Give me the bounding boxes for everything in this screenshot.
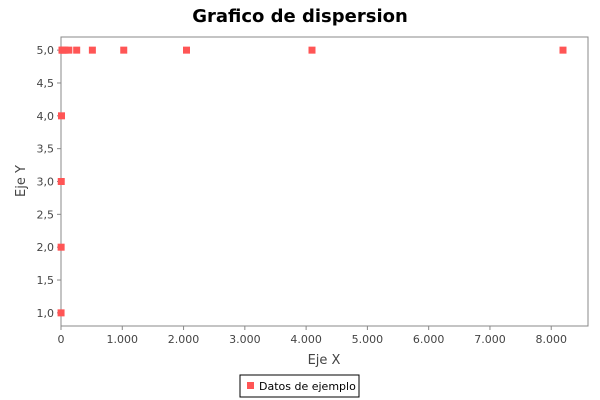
data-point (88, 46, 96, 54)
data-point (73, 46, 81, 54)
y-axis-label: Eje Y (14, 165, 29, 197)
data-point (120, 46, 128, 54)
y-tick-label: 1,5 (37, 274, 55, 287)
data-point (57, 243, 65, 251)
x-tick-label: 1.000 (107, 333, 139, 346)
y-tick-label: 3,0 (37, 176, 55, 189)
x-axis: 0 1.000 2.000 3.000 4.000 5.000 6.000 7.000 8.00… (58, 326, 567, 346)
x-tick-label: 8.000 (535, 333, 567, 346)
data-point (182, 46, 190, 54)
data-point (57, 178, 65, 185)
plot-area (60, 36, 589, 327)
y-tick-label: 2,0 (37, 241, 55, 254)
data-point (57, 309, 65, 317)
legend: Datos de ejemplo (239, 374, 360, 398)
data-point (65, 46, 73, 54)
data-point (308, 46, 316, 54)
data-series (57, 46, 567, 317)
y-tick-label: 4,0 (37, 110, 55, 123)
legend-label: Datos de ejemplo (259, 380, 356, 393)
x-tick-label: 0 (58, 333, 65, 346)
x-tick-label: 4.000 (290, 333, 322, 346)
y-tick-label: 3,5 (37, 143, 55, 156)
x-tick-label: 5.000 (352, 333, 384, 346)
x-tick-label: 2.000 (168, 333, 200, 346)
x-tick-label: 7.000 (474, 333, 506, 346)
legend-marker (247, 382, 254, 389)
x-tick-label: 6.000 (413, 333, 445, 346)
x-axis-label: Eje X (308, 353, 341, 368)
y-tick-label: 2,5 (37, 208, 55, 221)
y-tick-label: 5,0 (37, 44, 55, 57)
y-axis: 1,0 1,5 2,0 2,5 3,0 3,5 4,0 4,5 5,0 (37, 44, 61, 320)
y-tick-label: 1,0 (37, 307, 55, 320)
chart-title: Grafico de dispersion (192, 6, 408, 27)
data-point (559, 46, 567, 54)
y-tick-label: 4,5 (37, 77, 55, 90)
data-point (57, 112, 65, 120)
x-tick-label: 3.000 (229, 333, 261, 346)
data-point (61, 46, 69, 54)
legend-box (239, 374, 360, 398)
